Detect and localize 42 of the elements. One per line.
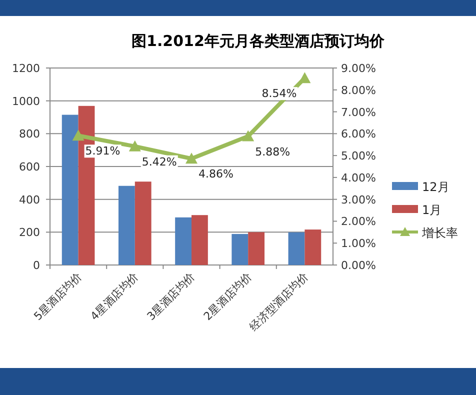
x-tick-label: 5星酒店均价: [31, 270, 84, 323]
point: [186, 152, 198, 164]
bar: [134, 182, 152, 265]
y2-tick-label: 1.00%: [341, 237, 376, 250]
legend-label: 增长率: [421, 226, 458, 240]
point: [72, 130, 84, 141]
bar: [175, 217, 192, 265]
y2-tick-label: 5.00%: [341, 150, 376, 163]
y-tick-label: 400: [19, 193, 40, 206]
y2-tick-label: 9.00%: [341, 62, 376, 75]
y-tick-label: 0: [33, 259, 40, 272]
y2-tick-label: 2.00%: [341, 215, 376, 228]
y2-tick-label: 7.00%: [341, 106, 376, 119]
y-tick-label: 1000: [12, 94, 40, 108]
bar: [288, 232, 305, 265]
y-tick-label: 200: [19, 226, 40, 240]
legend-label: 12月: [422, 180, 450, 194]
y2-tick-label: 3.00%: [341, 193, 376, 206]
y2-tick-label: 4.00%: [341, 171, 376, 184]
bar: [248, 232, 265, 265]
data-label: 4.86%: [198, 168, 234, 181]
bar: [232, 234, 248, 265]
y-tick-label: 600: [19, 160, 40, 174]
x-tick-label: 3星酒店均价: [144, 270, 198, 323]
bar: [118, 186, 135, 265]
y2-tick-label: 0.00%: [341, 259, 376, 272]
data-label: 8.54%: [262, 87, 297, 100]
bar: [192, 215, 208, 265]
x-tick-label: 4星酒店均价: [88, 270, 142, 323]
data-label: 5.42%: [142, 155, 177, 168]
y-tick-label: 1200: [12, 62, 40, 75]
data-label: 5.88%: [255, 145, 290, 158]
bar: [304, 230, 322, 265]
y2-tick-label: 8.00%: [341, 84, 376, 97]
chart-title: 图1.2012年元月各类型酒店预订均价: [132, 32, 386, 50]
data-label: 5.91%: [85, 144, 120, 158]
y-tick-label: 800: [19, 128, 40, 141]
bar: [62, 114, 78, 265]
y2-tick-label: 6.00%: [341, 128, 376, 141]
point: [128, 140, 141, 152]
legend-label: 1月: [422, 203, 442, 217]
point: [242, 130, 254, 142]
